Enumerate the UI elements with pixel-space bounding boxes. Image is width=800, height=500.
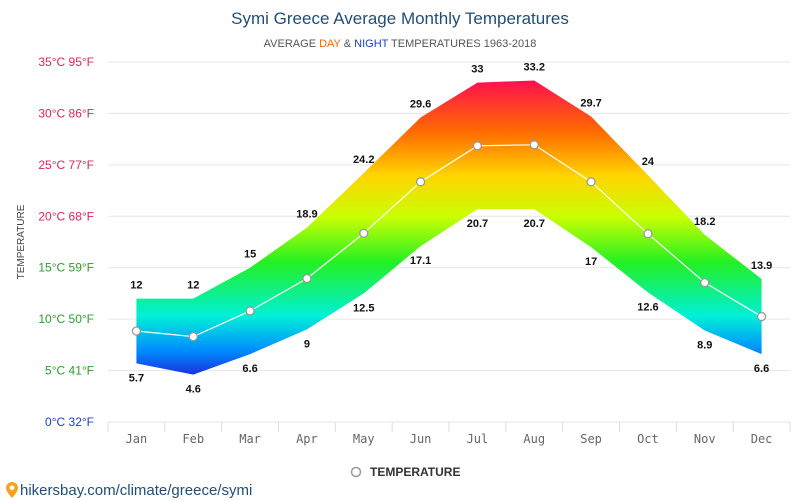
average-point — [643, 229, 653, 239]
y-tick-label: 10°C 50°F — [38, 312, 94, 326]
night-value-label: 20.7 — [524, 218, 545, 230]
chart-title: Symi Greece Average Monthly Temperatures — [231, 9, 569, 28]
x-tick-label: Jun — [410, 432, 432, 446]
day-value-label: 18.9 — [296, 209, 317, 221]
legend-marker-icon — [350, 466, 362, 478]
night-value-label: 12.6 — [637, 301, 658, 313]
day-value-label: 29.6 — [410, 99, 431, 111]
x-tick-label: Feb — [182, 432, 204, 446]
night-value-label: 4.6 — [186, 384, 201, 396]
night-value-label: 12.5 — [353, 302, 374, 314]
y-tick-label: 5°C 41°F — [45, 364, 94, 378]
x-tick-label: Jan — [126, 432, 148, 446]
average-point — [415, 177, 426, 187]
legend-label-temperature[interactable]: TEMPERATURE — [370, 465, 460, 479]
y-tick-labels: 0°C 32°F 5°C 41°F 10°C 50°F 15°C 59°F 20°C 6… — [38, 55, 94, 429]
map-pin-icon — [6, 482, 18, 498]
x-tick-label: Oct — [637, 432, 659, 446]
average-point — [302, 273, 312, 284]
average-point — [756, 311, 767, 322]
average-point — [359, 228, 369, 238]
y-tick-label: 20°C 68°F — [38, 209, 94, 223]
y-tick-label: 15°C 59°F — [38, 261, 94, 275]
y-tick-label: 35°C 95°F — [38, 55, 94, 69]
day-value-label: 24.2 — [353, 154, 374, 166]
night-value-label: 5.7 — [129, 372, 144, 384]
night-value-label: 20.7 — [467, 218, 488, 230]
y-tick-label: 30°C 86°F — [38, 106, 94, 120]
night-value-label: 17 — [585, 256, 597, 268]
legend[interactable]: TEMPERATURE — [350, 465, 461, 479]
night-value-label: 8.9 — [697, 339, 712, 351]
day-night-band — [136, 80, 762, 375]
temperature-band — [136, 80, 762, 375]
x-tick-label: Aug — [523, 432, 545, 446]
average-point — [131, 326, 142, 336]
data-labels: 12 12 15 18.9 24.2 29.6 33 33.2 29.7 24 18.2 13.9 5.… — [129, 62, 773, 396]
average-point — [529, 140, 539, 150]
subtitle-suffix: TEMPERATURES 1963-2018 — [388, 38, 536, 50]
y-axis-title: TEMPERATURE — [16, 204, 27, 279]
night-value-label: 6.6 — [242, 363, 257, 375]
x-tick-label: Apr — [296, 432, 318, 446]
average-point — [245, 306, 255, 316]
day-value-label: 12 — [187, 280, 199, 292]
x-tick-label: May — [353, 432, 375, 446]
y-tick-label: 0°C 32°F — [45, 415, 94, 429]
x-tick-labels: Jan Feb Mar Apr May Jun Jul Aug Sep Oct Nov Dec — [126, 432, 773, 446]
average-line — [131, 140, 767, 342]
source-link[interactable]: hikersbay.com/climate/greece/symi — [6, 482, 252, 499]
chart-subtitle: AVERAGE DAY & NIGHT TEMPERATURES 1963-20… — [264, 38, 537, 50]
average-point — [472, 141, 483, 151]
day-value-label: 33 — [471, 64, 483, 76]
subtitle-amp: & — [341, 38, 354, 50]
y-tick-label: 25°C 77°F — [38, 158, 94, 172]
source-text[interactable]: hikersbay.com/climate/greece/symi — [20, 482, 252, 499]
night-value-label: 9 — [304, 338, 310, 350]
average-point — [700, 277, 710, 288]
day-value-label: 13.9 — [751, 260, 772, 272]
day-value-label: 15 — [244, 249, 256, 261]
average-point — [586, 177, 596, 187]
subtitle-prefix: AVERAGE — [264, 38, 319, 50]
x-tick-label: Mar — [239, 432, 261, 446]
day-value-label: 29.7 — [580, 98, 601, 110]
day-value-label: 18.2 — [694, 216, 715, 228]
x-tick-label: Sep — [580, 432, 602, 446]
x-tick-label: Nov — [694, 432, 716, 446]
day-value-label: 33.2 — [524, 62, 545, 74]
x-tick-label: Dec — [751, 432, 773, 446]
day-value-label: 12 — [130, 280, 142, 292]
x-tick-label: Jul — [467, 432, 489, 446]
subtitle-night: NIGHT — [354, 38, 389, 50]
night-value-label: 17.1 — [410, 255, 431, 267]
subtitle-day: DAY — [319, 38, 341, 50]
day-value-label: 24 — [642, 156, 655, 168]
average-series-line — [136, 144, 762, 338]
average-point — [188, 331, 198, 342]
night-value-label: 6.6 — [754, 363, 769, 375]
